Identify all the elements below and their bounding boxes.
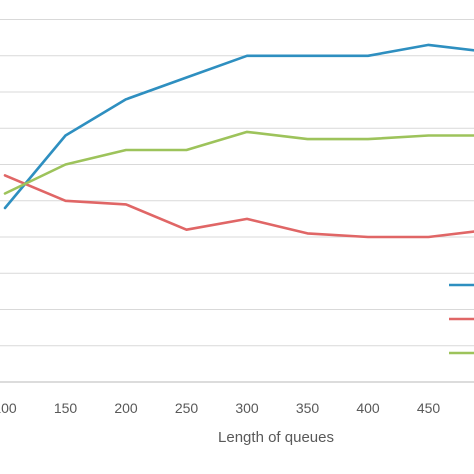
gridlines bbox=[0, 19, 474, 347]
series-lines bbox=[3, 43, 474, 239]
series-2-line bbox=[3, 174, 474, 239]
x-tick-label-400: 400 bbox=[356, 400, 380, 416]
series-3-line bbox=[3, 130, 474, 195]
x-tick-labels: 100150200250300350400450500 bbox=[0, 400, 441, 416]
x-tick-label-150: 150 bbox=[54, 400, 78, 416]
x-tick-label-450: 450 bbox=[417, 400, 441, 416]
x-tick-label-350: 350 bbox=[296, 400, 320, 416]
x-tick-label-100: 100 bbox=[0, 400, 17, 416]
x-tick-label-300: 300 bbox=[235, 400, 259, 416]
x-tick-label-250: 250 bbox=[175, 400, 199, 416]
x-tick-label-200: 200 bbox=[114, 400, 138, 416]
x-axis-title: Length of queues bbox=[218, 429, 334, 446]
series-1-line bbox=[3, 43, 474, 210]
legend bbox=[449, 283, 474, 355]
